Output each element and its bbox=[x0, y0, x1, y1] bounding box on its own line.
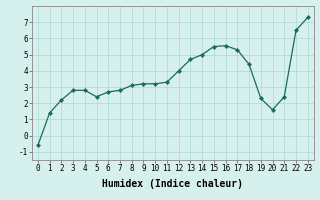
X-axis label: Humidex (Indice chaleur): Humidex (Indice chaleur) bbox=[102, 179, 243, 189]
